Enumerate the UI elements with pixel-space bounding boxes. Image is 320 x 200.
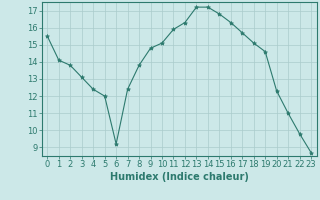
X-axis label: Humidex (Indice chaleur): Humidex (Indice chaleur)	[110, 172, 249, 182]
